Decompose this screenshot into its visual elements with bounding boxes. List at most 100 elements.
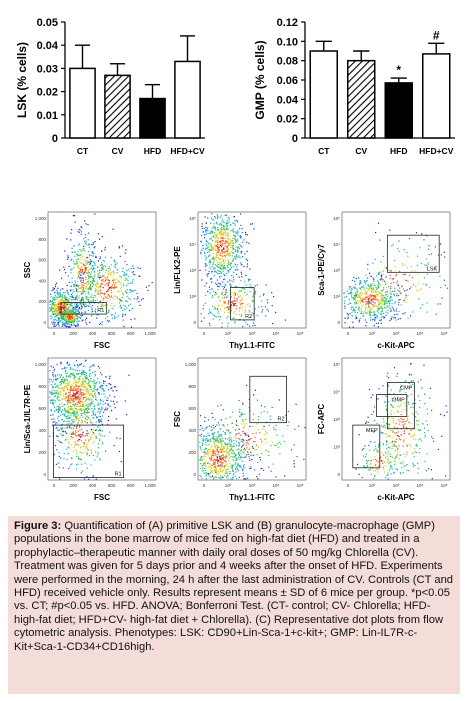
event-dot <box>133 273 135 275</box>
event-dot <box>102 259 104 262</box>
x-tick-label: 0 <box>53 331 56 336</box>
event-dot <box>228 263 230 265</box>
event-dot <box>210 439 212 441</box>
event-dot <box>381 278 383 281</box>
event-dot <box>244 310 246 312</box>
event-dot <box>86 408 88 410</box>
event-dot <box>65 310 67 312</box>
event-dot <box>234 475 236 477</box>
y-tick-label: 0 <box>43 472 46 477</box>
event-dot <box>224 235 226 237</box>
event-dot <box>235 231 237 233</box>
event-dot <box>226 444 228 446</box>
event-dot <box>102 275 104 277</box>
event-dot <box>263 434 265 436</box>
event-dot <box>109 405 111 407</box>
event-dot <box>87 266 89 269</box>
event-dot <box>227 216 229 218</box>
event-dot <box>87 384 89 386</box>
event-dot <box>387 312 389 314</box>
event-dot <box>60 308 63 310</box>
event-dot <box>221 451 223 453</box>
event-dot <box>100 307 103 309</box>
event-dot <box>134 289 136 291</box>
event-dot <box>96 416 99 418</box>
event-dot <box>406 289 408 291</box>
event-dot <box>78 231 80 233</box>
event-dot <box>68 412 70 414</box>
event-dot <box>67 318 69 320</box>
event-dot <box>72 388 74 391</box>
event-dot <box>132 265 134 267</box>
event-dot <box>230 448 232 450</box>
event-dot <box>87 433 89 435</box>
event-dot <box>409 237 411 240</box>
event-dot <box>256 423 258 425</box>
event-dot <box>228 473 231 475</box>
event-dot <box>373 305 375 307</box>
event-dot <box>88 250 90 253</box>
event-dot <box>111 284 114 286</box>
gate-box <box>53 424 124 478</box>
event-dot <box>98 302 100 304</box>
event-dot <box>215 239 217 241</box>
event-dot <box>233 256 236 258</box>
event-dot <box>80 440 82 442</box>
event-dot <box>239 256 241 258</box>
event-dot <box>228 451 230 453</box>
event-dot <box>74 399 76 401</box>
event-dot <box>380 298 382 300</box>
event-dot <box>92 243 94 246</box>
event-dot <box>76 405 78 407</box>
event-dot <box>228 453 230 455</box>
event-dot <box>245 306 247 308</box>
event-dot <box>214 461 216 463</box>
event-dot <box>406 251 408 254</box>
event-dot <box>266 411 269 413</box>
event-dot <box>373 325 375 327</box>
event-dot <box>100 264 102 266</box>
event-dot <box>217 238 219 240</box>
event-dot <box>51 321 53 323</box>
event-dot <box>227 303 229 305</box>
event-dot <box>376 299 378 301</box>
event-dot <box>236 264 239 266</box>
event-dot <box>254 291 256 293</box>
event-dot <box>426 273 429 275</box>
event-dot <box>361 300 363 302</box>
event-dot <box>88 279 90 281</box>
event-dot <box>204 451 206 453</box>
event-dot <box>270 470 272 472</box>
event-dot <box>78 401 80 403</box>
event-dot <box>259 295 261 297</box>
event-dot <box>205 471 207 474</box>
event-dot <box>221 461 223 464</box>
event-dot <box>223 247 225 249</box>
event-dot <box>108 282 110 284</box>
event-dot <box>225 214 228 216</box>
event-dot <box>214 462 216 465</box>
event-dot <box>75 453 77 455</box>
event-dot <box>218 270 220 272</box>
event-dot <box>64 295 66 297</box>
event-dot <box>97 419 99 421</box>
event-dot <box>416 264 418 266</box>
event-dot <box>93 270 95 272</box>
event-dot <box>224 465 226 467</box>
event-dot <box>232 466 234 468</box>
event-dot <box>107 271 109 273</box>
event-dot <box>199 269 201 271</box>
event-dot <box>205 229 207 231</box>
event-dot <box>96 390 98 392</box>
event-dot <box>49 381 51 383</box>
event-dot <box>205 230 207 232</box>
event-dot <box>125 291 127 293</box>
event-dot <box>92 417 94 419</box>
event-dot <box>374 258 376 261</box>
event-dot <box>128 297 130 299</box>
event-dot <box>81 395 83 397</box>
event-dot <box>265 306 267 308</box>
event-dot <box>79 364 82 366</box>
event-dot <box>100 283 102 285</box>
event-dot <box>86 399 88 401</box>
